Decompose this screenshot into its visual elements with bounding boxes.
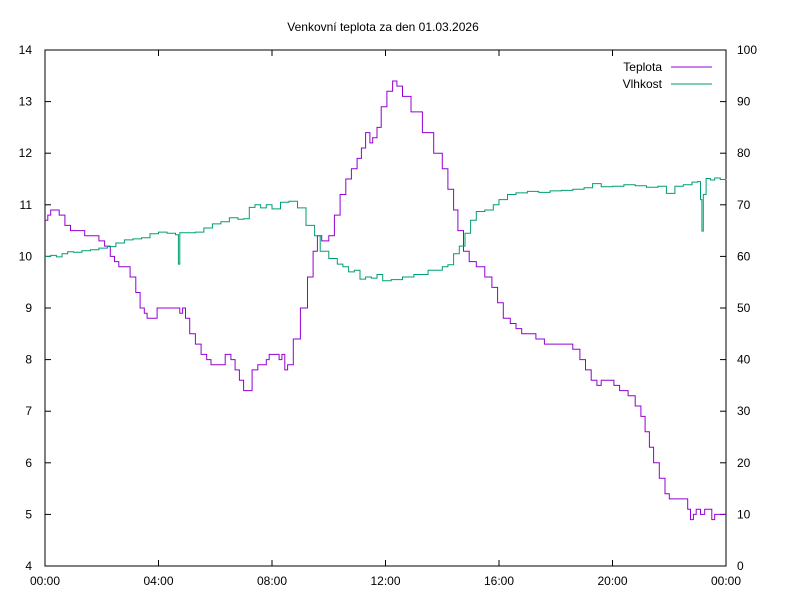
- series-line-teplota: [45, 80, 726, 521]
- y-tick-label: 7: [25, 404, 32, 418]
- y-tick-label: 4: [25, 559, 32, 573]
- y-tick-label: 12: [19, 146, 33, 160]
- x-tick-label: 16:00: [484, 574, 514, 588]
- legend-label: Teplota: [623, 60, 662, 74]
- x-tick-label: 08:00: [257, 574, 287, 588]
- y2-tick-label: 20: [737, 456, 751, 470]
- y-tick-label: 14: [19, 43, 33, 57]
- y2-tick-label: 0: [737, 559, 744, 573]
- y2-tick-label: 60: [737, 249, 751, 263]
- y2-tick-label: 50: [737, 301, 751, 315]
- legend: Teplota Vlhkost: [623, 60, 712, 91]
- chart-title: Venkovní teplota za den 01.03.2026: [287, 20, 479, 34]
- y-tick-label: 11: [20, 198, 33, 212]
- y2-tick-label: 70: [737, 198, 751, 212]
- y-tick-label: 10: [19, 249, 33, 263]
- y2-tick-label: 100: [737, 43, 757, 57]
- legend-label: Vlhkost: [623, 77, 663, 91]
- x-tick-label: 20:00: [597, 574, 627, 588]
- series-line-vlhkost: [45, 177, 727, 282]
- series-lines: [45, 80, 727, 521]
- x-tick-label: 00:00: [711, 574, 741, 588]
- x-tick-label: 00:00: [30, 574, 60, 588]
- x-tick-label: 04:00: [143, 574, 173, 588]
- y-tick-label: 13: [19, 95, 33, 109]
- y2-tick-label: 80: [737, 146, 751, 160]
- axes: 4 5 6 7 8 9 10 11 12 13 14 0 10 20 30 40 50 60 70 80 90 100 00…: [19, 43, 758, 588]
- y2-tick-label: 90: [737, 95, 751, 109]
- y-tick-label: 6: [25, 456, 32, 470]
- y-tick-label: 9: [25, 301, 32, 315]
- y2-tick-label: 10: [737, 507, 751, 521]
- y-tick-label: 5: [25, 507, 32, 521]
- x-tick-label: 12:00: [370, 574, 400, 588]
- y2-tick-label: 40: [737, 353, 751, 367]
- y-tick-label: 8: [25, 353, 32, 367]
- y2-tick-label: 30: [737, 404, 751, 418]
